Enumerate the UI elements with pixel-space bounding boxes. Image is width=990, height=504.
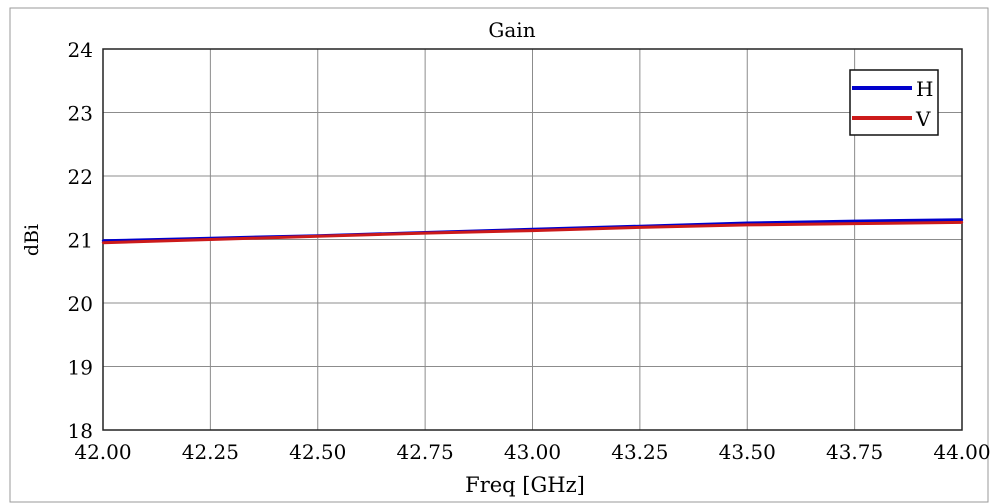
legend-box xyxy=(849,69,939,136)
x-axis-label: Freq [GHz] xyxy=(465,473,585,497)
data-point-v xyxy=(316,235,319,238)
data-series xyxy=(101,218,964,245)
data-point-h xyxy=(853,219,856,223)
x-axis-ticks: 42.00 42.25 42.50 42.75 43.00 43.25 43.50 43.75… xyxy=(74,440,990,464)
y-tick-label: 19 xyxy=(68,356,93,380)
y-tick-label: 21 xyxy=(68,229,93,253)
legend-label-v: V xyxy=(915,107,931,131)
data-point-v xyxy=(638,226,642,229)
x-tick-label: 43.00 xyxy=(504,440,561,464)
y-axis-label: dBi xyxy=(21,224,43,256)
data-point-v xyxy=(209,238,212,241)
y-axis-ticks: 18 19 20 21 22 23 24 xyxy=(68,38,93,443)
y-tick-label: 24 xyxy=(68,38,93,62)
data-point-v xyxy=(531,229,534,232)
x-tick-label: 42.25 xyxy=(182,440,239,464)
data-point-v xyxy=(101,241,105,244)
chart-border xyxy=(9,7,989,503)
legend-label-h: H xyxy=(916,77,933,101)
data-point-v xyxy=(746,223,749,227)
data-point-v xyxy=(853,222,856,225)
x-tick-label: 43.50 xyxy=(719,440,776,464)
x-tick-label: 42.00 xyxy=(74,440,131,464)
data-point-h xyxy=(960,218,964,222)
x-tick-label: 43.75 xyxy=(826,440,883,464)
data-point-v xyxy=(960,221,964,224)
y-tick-label: 23 xyxy=(68,102,93,126)
x-tick-label: 42.50 xyxy=(289,440,346,464)
legend: H V xyxy=(849,69,939,136)
x-tick-label: 42.75 xyxy=(396,440,453,464)
chart-title: Gain xyxy=(488,18,535,42)
y-tick-label: 22 xyxy=(68,165,93,189)
data-point-v xyxy=(423,231,427,235)
y-tick-label: 20 xyxy=(68,292,93,316)
y-tick-label: 18 xyxy=(68,419,93,443)
x-tick-label: 44.00 xyxy=(933,440,990,464)
x-tick-label: 43.25 xyxy=(611,440,668,464)
